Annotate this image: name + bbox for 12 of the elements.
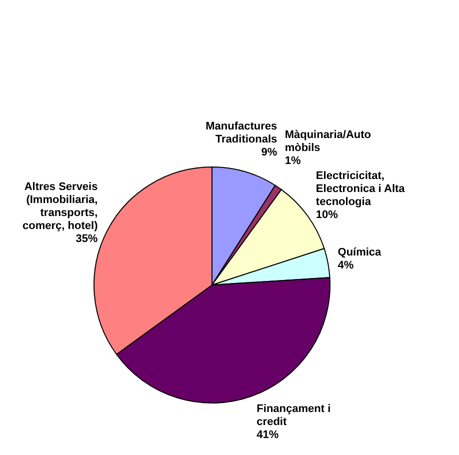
slice-label: Química: [338, 246, 382, 258]
slice-label: Electricicitat, Electronica i Alta tecnologia: [316, 170, 406, 208]
data-label: 9%: [261, 146, 278, 158]
data-label: 35%: [76, 233, 98, 246]
data-label: 1%: [284, 155, 301, 168]
data-label: 4%: [338, 259, 354, 272]
data-label: 10%: [316, 209, 338, 222]
data-label: 41%: [256, 428, 279, 441]
slice-label: Altres Serveis (Immobiliaria, transports, comerç, hotel): [22, 181, 98, 232]
slice-label: Finançament i credit: [256, 402, 331, 428]
slice-label: Manufactures Traditionals: [206, 120, 278, 146]
slice-label: Màquinaria/Auto mòbils: [284, 129, 372, 154]
